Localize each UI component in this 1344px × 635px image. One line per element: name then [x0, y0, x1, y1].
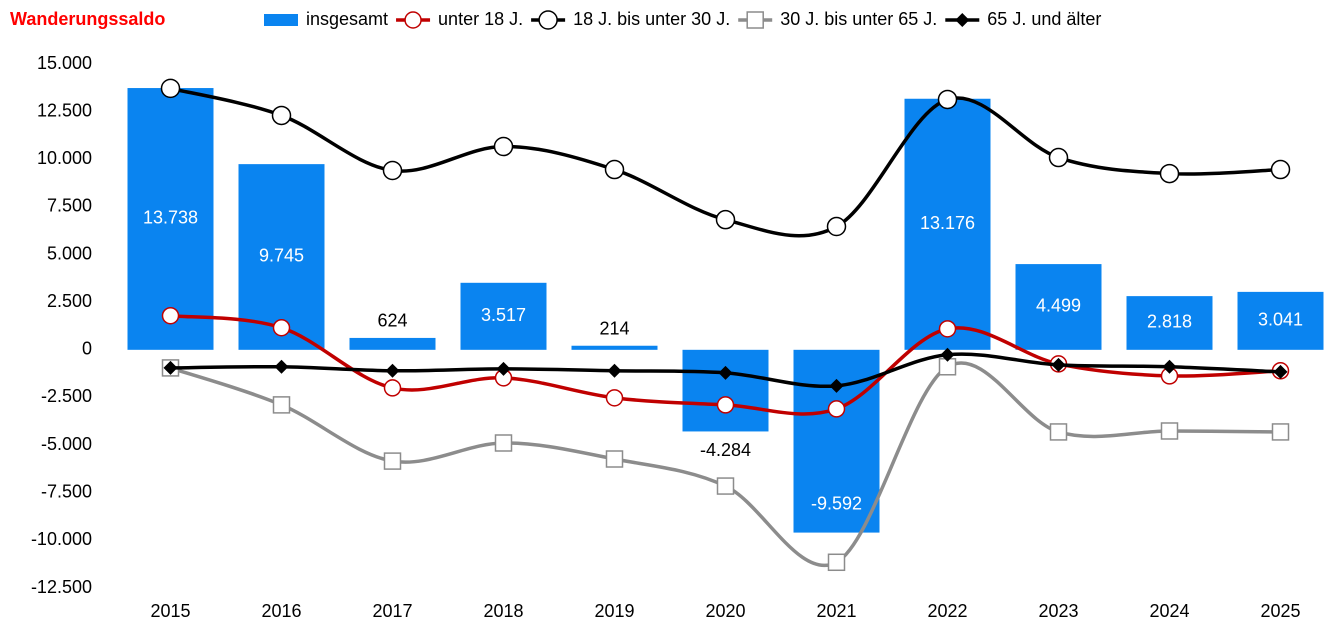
data-label: -4.284: [700, 440, 751, 460]
x-tick-label: 2021: [816, 601, 856, 621]
bar: [1237, 291, 1324, 350]
y-tick-label: 0: [82, 339, 92, 359]
marker: [1273, 364, 1288, 379]
x-tick-label: 2015: [150, 601, 190, 621]
y-tick-label: 12.500: [37, 100, 92, 120]
x-tick-label: 2022: [927, 601, 967, 621]
marker: [272, 318, 291, 337]
data-label: 2.818: [1147, 312, 1192, 332]
x-tick-label: 2020: [705, 601, 745, 621]
legend-label: unter 18 J.: [438, 9, 523, 29]
bar: [1126, 296, 1213, 350]
data-label: 3.517: [481, 305, 526, 325]
marker: [938, 320, 957, 338]
marker: [718, 365, 733, 380]
marker: [940, 347, 955, 362]
data-label: 9.745: [259, 246, 304, 266]
marker: [160, 78, 181, 99]
marker: [1160, 422, 1179, 440]
marker: [1048, 147, 1069, 168]
marker: [937, 89, 958, 110]
marker: [746, 11, 764, 29]
marker: [605, 389, 624, 407]
data-label: -9.592: [811, 493, 862, 513]
marker: [604, 159, 625, 180]
x-tick-label: 2017: [372, 601, 412, 621]
marker: [383, 379, 402, 397]
marker: [383, 452, 402, 470]
label-background: [696, 439, 755, 462]
bar: [904, 98, 991, 350]
bar: [1015, 264, 1102, 350]
data-label: 13.176: [920, 213, 975, 233]
marker: [1270, 159, 1291, 180]
marker: [1049, 423, 1068, 441]
y-tick-label: 7.500: [47, 196, 92, 216]
marker: [1051, 357, 1066, 372]
y-tick-label: 10.000: [37, 148, 92, 168]
marker: [715, 209, 736, 230]
marker: [385, 363, 400, 378]
legend-label: 65 J. und älter: [987, 9, 1101, 29]
legend-label: 18 J. bis unter 30 J.: [573, 9, 730, 29]
y-tick-label: -10.000: [31, 529, 92, 549]
data-label: 13.738: [143, 208, 198, 228]
bar: [349, 337, 436, 350]
x-tick-label: 2024: [1149, 601, 1189, 621]
data-label: 624: [377, 311, 407, 331]
marker: [382, 160, 403, 181]
y-tick-label: -5.000: [41, 434, 92, 454]
line: [169, 361, 1281, 567]
marker: [271, 105, 292, 126]
marker: [163, 360, 178, 375]
marker: [496, 361, 511, 376]
y-tick-label: -2.500: [41, 386, 92, 406]
x-tick-label: 2016: [261, 601, 301, 621]
data-label: 214: [599, 318, 629, 338]
marker: [404, 11, 422, 29]
marker: [716, 396, 735, 414]
bar: [682, 349, 769, 432]
bar: [571, 345, 658, 350]
x-tick-label: 2023: [1038, 601, 1078, 621]
marker: [494, 434, 513, 452]
y-tick-label: -12.500: [31, 577, 92, 597]
bar: [238, 164, 325, 350]
y-tick-label: -7.500: [41, 481, 92, 501]
x-tick-label: 2018: [483, 601, 523, 621]
marker: [955, 13, 970, 27]
legend-label: insgesamt: [306, 9, 388, 29]
marker: [1159, 163, 1180, 184]
marker: [538, 10, 558, 30]
marker: [826, 216, 847, 237]
data-label: 4.499: [1036, 296, 1081, 316]
marker: [827, 553, 846, 572]
y-tick-label: 2.500: [47, 291, 92, 311]
y-tick-label: 15.000: [37, 53, 92, 73]
chart-title: Wanderungssaldo: [10, 9, 165, 29]
marker: [1271, 423, 1290, 441]
marker: [605, 450, 624, 468]
marker: [827, 400, 846, 418]
marker: [272, 396, 291, 414]
bar: [460, 282, 547, 350]
bar: [127, 88, 214, 350]
marker: [274, 359, 289, 374]
marker: [493, 136, 514, 157]
marker: [161, 306, 180, 325]
marker: [829, 378, 844, 393]
data-label: 3.041: [1258, 310, 1303, 330]
marker: [1162, 359, 1177, 374]
legend-label: 30 J. bis unter 65 J.: [780, 9, 937, 29]
y-tick-label: 5.000: [47, 243, 92, 263]
legend-swatch: [264, 14, 298, 26]
x-tick-label: 2025: [1260, 601, 1300, 621]
x-tick-label: 2019: [594, 601, 634, 621]
marker: [716, 477, 735, 495]
marker: [607, 363, 622, 378]
